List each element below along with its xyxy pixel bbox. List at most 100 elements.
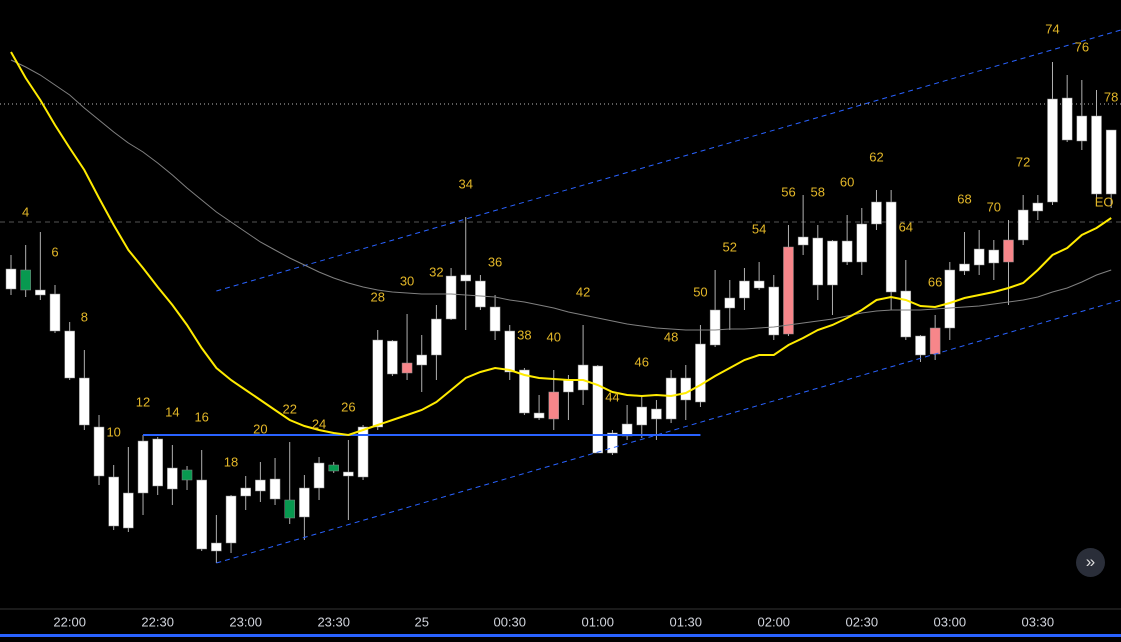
- bar-count-label: 18: [224, 454, 238, 469]
- bar-count-label: 54: [752, 221, 766, 236]
- moving-average: [10, 51, 1112, 437]
- candle-body: [343, 471, 354, 477]
- bar-count-label: 40: [547, 329, 561, 344]
- bar-count-label: 56: [781, 184, 795, 199]
- candle-body: [269, 478, 281, 500]
- candle-body: [64, 330, 75, 379]
- candle-body: [20, 269, 31, 291]
- candle-body: [93, 426, 105, 477]
- trend-line: [216, 299, 1121, 564]
- candle-body: [1003, 239, 1014, 263]
- candle-body: [651, 408, 662, 420]
- bar-count-label: 76: [1075, 39, 1089, 54]
- candle-body: [504, 330, 515, 373]
- bar-count-label: 16: [194, 409, 208, 424]
- x-tick-label: 25: [414, 614, 428, 629]
- candle-body: [387, 340, 398, 375]
- candle-body: [1017, 209, 1029, 241]
- candle-body: [416, 354, 427, 366]
- candle-body: [871, 201, 882, 225]
- candle-body: [812, 237, 824, 286]
- candle-body: [607, 432, 618, 454]
- bar-count-label: 4: [22, 204, 29, 219]
- candle-body: [5, 268, 17, 290]
- bar-count-label: 60: [840, 174, 854, 189]
- candle-body: [944, 269, 956, 329]
- candle-body: [284, 499, 295, 519]
- candle-body: [841, 240, 853, 263]
- candle-body: [900, 290, 912, 338]
- bar-count-label: 32: [429, 264, 443, 279]
- candle-body: [885, 201, 897, 293]
- bar-count-label: 30: [400, 273, 414, 288]
- x-tick-label: 03:30: [1022, 614, 1055, 629]
- candle-body: [196, 479, 207, 550]
- end-label: EO: [1095, 194, 1114, 209]
- bar-count-label: 68: [957, 191, 971, 206]
- candle-body: [1105, 129, 1117, 195]
- bar-count-label: 58: [811, 184, 825, 199]
- candle-body: [695, 343, 706, 403]
- candle-body: [827, 240, 838, 286]
- bar-count-label: 44: [605, 389, 619, 404]
- candle-body: [328, 464, 339, 472]
- candle-body: [137, 440, 149, 494]
- candle-body: [211, 542, 222, 552]
- candle-body: [797, 236, 809, 246]
- x-tick-label: 01:00: [581, 614, 614, 629]
- candle-body: [592, 365, 604, 454]
- bar-count-label: 52: [723, 239, 737, 254]
- candle-body: [475, 280, 486, 308]
- candle-body: [768, 286, 780, 336]
- candle-body: [123, 492, 134, 529]
- candle-body: [665, 377, 677, 420]
- candle-body: [445, 275, 457, 320]
- candle-body: [783, 246, 794, 335]
- candle-body: [35, 289, 46, 296]
- candle-body: [915, 335, 926, 356]
- bar-count-label: 8: [81, 309, 88, 324]
- candle-body: [1047, 98, 1058, 203]
- scroll-to-latest-button[interactable]: »: [1076, 548, 1105, 577]
- bar-count-label: 26: [341, 399, 355, 414]
- candle-body: [108, 476, 119, 527]
- bar-count-label: 38: [517, 327, 531, 342]
- candle-body: [973, 248, 985, 266]
- bar-count-label: 74: [1045, 21, 1059, 36]
- bar-count-label: 42: [576, 284, 590, 299]
- x-tick-label: 03:00: [934, 614, 967, 629]
- candle-body: [709, 309, 721, 346]
- candle-body: [533, 412, 545, 419]
- bar-count-label: 70: [987, 199, 1001, 214]
- bar-count-label: 66: [928, 274, 942, 289]
- x-tick-label: 01:30: [669, 614, 702, 629]
- bar-count-label: 48: [664, 329, 678, 344]
- x-tick-label: 22:00: [53, 614, 86, 629]
- candle-body: [255, 479, 266, 492]
- candle-body: [460, 274, 471, 282]
- bar-count-label: 46: [635, 354, 649, 369]
- x-tick-label: 23:30: [317, 614, 350, 629]
- bar-count-label: 64: [899, 219, 913, 234]
- candle-body: [959, 263, 970, 272]
- candle-body: [1076, 115, 1088, 142]
- candle-body: [988, 249, 1000, 264]
- trend-line: [216, 29, 1121, 292]
- candle-body: [299, 487, 310, 518]
- candle-body: [563, 379, 574, 393]
- candle-body: [401, 362, 413, 374]
- moving-average: [10, 59, 1112, 331]
- candle-body: [548, 391, 560, 420]
- candle-body: [489, 306, 501, 332]
- candle-body: [1061, 97, 1073, 141]
- bar-count-label: 62: [869, 149, 883, 164]
- bar-count-label: 24: [312, 416, 326, 431]
- candle-body: [577, 364, 589, 391]
- bar-count-label: 50: [693, 284, 707, 299]
- candle-body: [372, 339, 383, 428]
- candle-body: [167, 467, 178, 490]
- candle-body: [225, 495, 237, 544]
- candle-body: [240, 487, 251, 497]
